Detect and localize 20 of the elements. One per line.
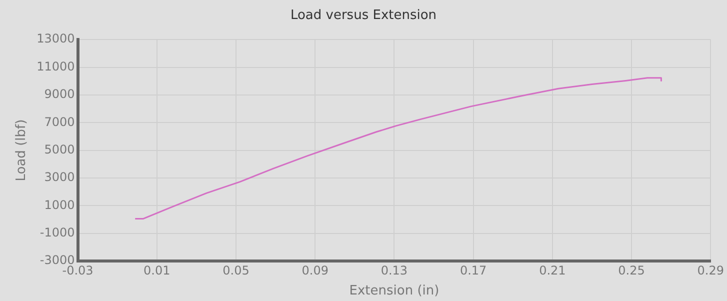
- y-tick-label: 5000: [44, 142, 75, 156]
- x-axis-title: Extension (in): [349, 284, 440, 299]
- y-tick-label: 9000: [44, 87, 75, 102]
- chart-title: Load versus Extension: [290, 8, 437, 24]
- y-tick-label: -1000: [40, 225, 75, 240]
- x-tick-label: 0.09: [302, 263, 328, 278]
- y-tick-label: 11000: [36, 59, 75, 74]
- y-tick-label: 7000: [44, 114, 75, 129]
- x-tick-label: 0.17: [460, 263, 487, 278]
- y-tick-label: 13000: [36, 32, 75, 46]
- x-tick-label: 0.29: [697, 263, 724, 278]
- x-tick-label: 0.25: [618, 263, 645, 278]
- x-tick-label: 0.13: [380, 263, 408, 278]
- y-axis-title: Load (lbf): [14, 119, 30, 182]
- y-tick-label: 3000: [44, 170, 75, 184]
- y-tick-label: 1000: [44, 198, 75, 212]
- x-tick-label: -0.03: [62, 263, 94, 278]
- x-tick-label: 0.01: [144, 263, 170, 278]
- x-tick-label: 0.21: [539, 263, 566, 278]
- x-tick-label: 0.05: [222, 263, 250, 278]
